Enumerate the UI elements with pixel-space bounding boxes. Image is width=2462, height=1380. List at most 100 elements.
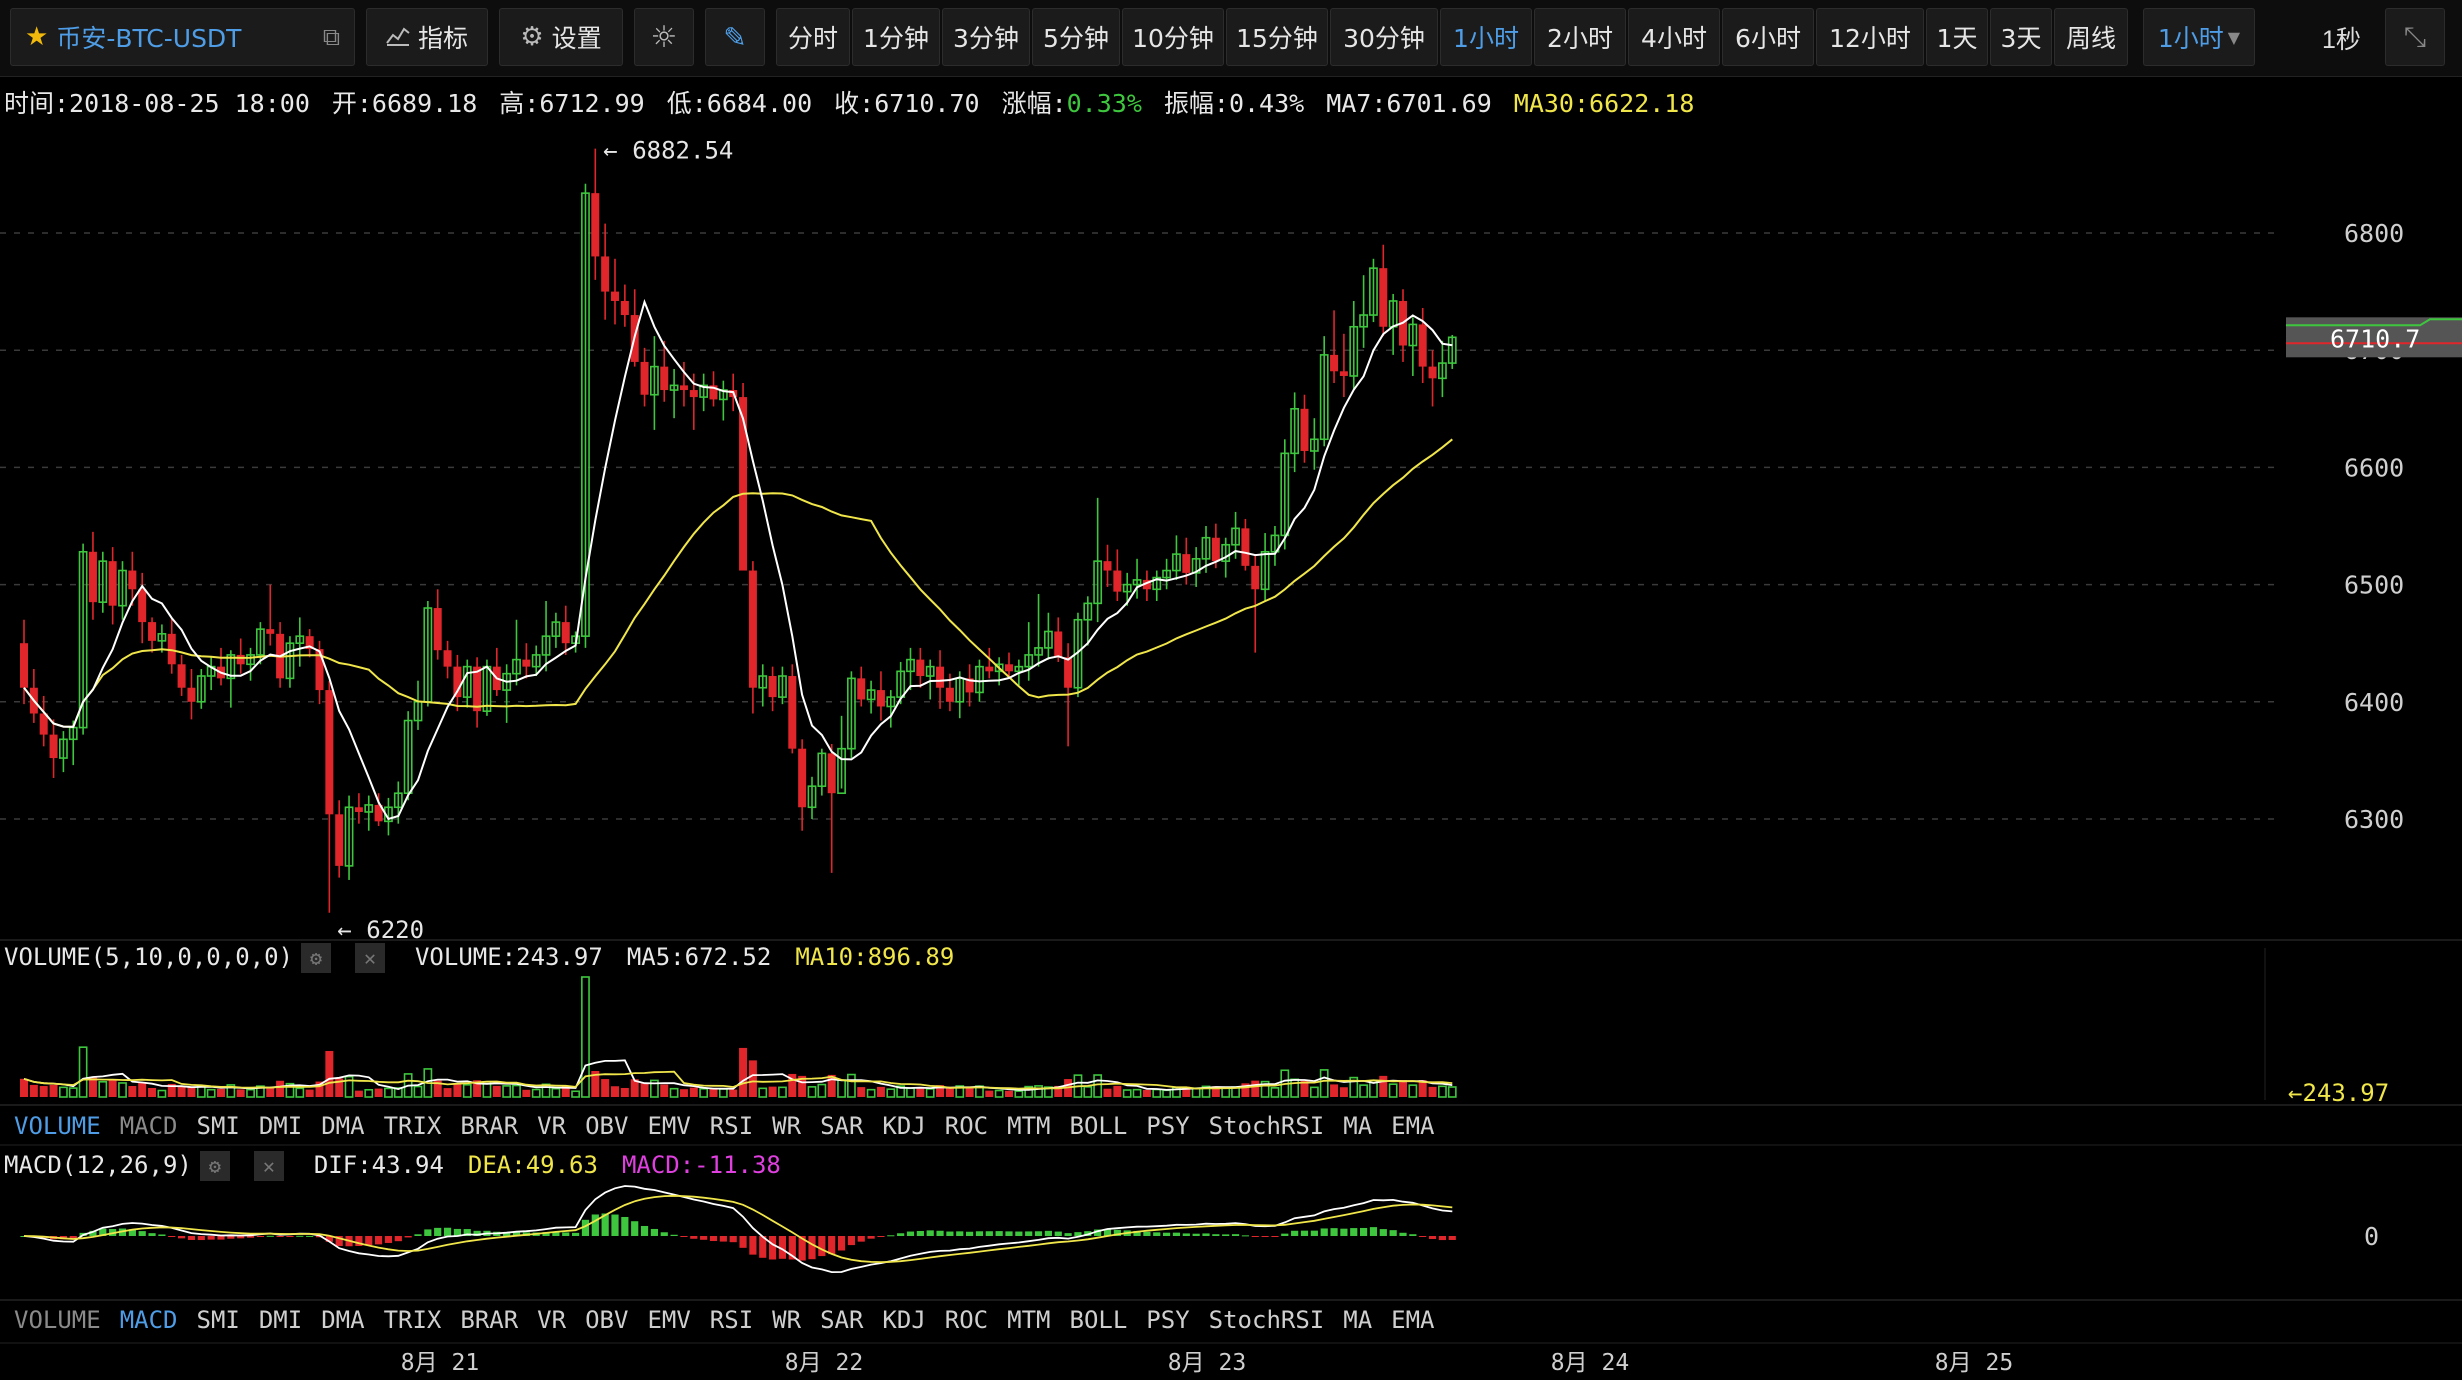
volume-bar [384,1087,393,1098]
volume-bar [325,1050,334,1097]
interval-7[interactable]: 1小时 [1440,8,1532,66]
indicator-tab-ma[interactable]: MA [1343,1306,1373,1334]
macd-bar [985,1231,993,1236]
interval-dropdown[interactable]: 1小时 ▼ [2143,8,2255,66]
interval-4[interactable]: 10分钟 [1122,8,1224,66]
indicator-tab-ema[interactable]: EMA [1391,1306,1435,1334]
y-tick-0: 6300 [2344,805,2404,834]
indicator-tab-ema[interactable]: EMA [1391,1112,1435,1140]
theme-toggle-button[interactable]: ☼ [634,8,694,66]
interval-11[interactable]: 12小时 [1816,8,1924,66]
volume-bar [108,1079,117,1097]
macd-bar [837,1236,846,1251]
indicator-tab-smi[interactable]: SMI [196,1306,240,1334]
symbol-selector[interactable]: ★ 币安-BTC-USDT ⧉ [10,8,355,66]
indicator-tab-smi[interactable]: SMI [196,1112,240,1140]
interval-9[interactable]: 4小时 [1628,8,1720,66]
candle-body [196,675,206,703]
interval-0[interactable]: 分时 [776,8,850,66]
interval-8[interactable]: 2小时 [1534,8,1626,66]
indicator-tab-mtm[interactable]: MTM [1007,1112,1051,1140]
volume-bar [709,1088,718,1097]
indicator-tab-dma[interactable]: DMA [321,1112,365,1140]
macd-bar [1015,1231,1023,1236]
interval-6[interactable]: 30分钟 [1330,8,1438,66]
interval-1[interactable]: 1分钟 [852,8,940,66]
indicator-tab-obv[interactable]: OBV [585,1112,629,1140]
indicator-tab-stochrsi[interactable]: StochRSI [1208,1306,1325,1334]
indicator-tab-dmi[interactable]: DMI [258,1306,303,1334]
indicator-tab-brar[interactable]: BRAR [460,1306,519,1334]
macd-settings-icon[interactable]: ⚙ [199,1151,230,1181]
macd-bar [769,1236,777,1260]
volume-settings-icon[interactable]: ⚙ [300,943,331,973]
indicator-tab-kdj[interactable]: KDJ [882,1306,926,1334]
indicator-tab-dma[interactable]: DMA [321,1306,365,1334]
volume-bar [335,1078,344,1097]
indicator-tab-macd[interactable]: MACD [119,1112,178,1140]
refresh-interval-label[interactable]: 1秒 [2322,26,2361,54]
candle-body [1399,300,1407,346]
interval-5[interactable]: 15分钟 [1226,8,1328,66]
indicator-tab-roc[interactable]: ROC [944,1306,989,1334]
fullscreen-button[interactable]: ⤡ [2385,8,2445,66]
indicator-tab-wr[interactable]: WR [772,1112,802,1140]
macd-bar [1064,1233,1072,1236]
volume-close-icon[interactable]: ✕ [354,943,385,973]
interval-3[interactable]: 5分钟 [1032,8,1120,66]
interval-14[interactable]: 周线 [2054,8,2128,66]
volume-bar [1309,1086,1319,1098]
indicator-tab-vr[interactable]: VR [537,1112,567,1140]
macd-bar [680,1236,688,1237]
volume-bar [788,1073,797,1097]
macd-bar [158,1234,166,1236]
interval-2[interactable]: 3分钟 [942,8,1030,66]
indicator-tab-roc[interactable]: ROC [944,1112,989,1140]
indicator-tab-boll[interactable]: BOLL [1069,1112,1128,1140]
indicator-tab-macd[interactable]: MACD [119,1306,178,1334]
macd-bar [473,1230,481,1236]
macd-close-icon[interactable]: ✕ [253,1151,284,1181]
indicator-tab-dmi[interactable]: DMI [258,1112,303,1140]
macd-bar [591,1214,599,1236]
indicator-tab-vr[interactable]: VR [537,1306,567,1334]
indicator-tab-rsi[interactable]: RSI [709,1306,754,1334]
macd-bar [443,1227,452,1236]
volume-bar [39,1086,48,1097]
indicator-tab-volume[interactable]: VOLUME [14,1306,101,1334]
indicator-tab-mtm[interactable]: MTM [1007,1306,1051,1334]
candle-body [1379,268,1388,327]
volume-bar [1428,1086,1437,1097]
indicator-tab-boll[interactable]: BOLL [1069,1306,1128,1334]
indicator-tab-sar[interactable]: SAR [820,1112,864,1140]
macd-bar [483,1230,491,1236]
indicator-tab-sar[interactable]: SAR [820,1306,864,1334]
indicator-tab-trix[interactable]: TRIX [383,1112,442,1140]
popout-icon[interactable]: ⧉ [322,23,340,51]
macd-bar [118,1228,127,1236]
indicator-tab-psy[interactable]: PSY [1146,1306,1190,1334]
star-icon[interactable]: ★ [25,22,49,52]
indicator-tab-kdj[interactable]: KDJ [882,1112,926,1140]
interval-12[interactable]: 1天 [1926,8,1988,66]
indicator-tab-psy[interactable]: PSY [1146,1112,1190,1140]
indicator-tab-trix[interactable]: TRIX [383,1306,442,1334]
settings-button[interactable]: ⚙ 设置 [499,8,623,66]
indicator-tab-stochrsi[interactable]: StochRSI [1208,1112,1325,1140]
volume-bar [98,1081,108,1098]
indicator-tab-rsi[interactable]: RSI [709,1112,754,1140]
indicator-tab-emv[interactable]: EMV [647,1306,691,1334]
indicator-tab-brar[interactable]: BRAR [460,1112,519,1140]
indicator-tab-obv[interactable]: OBV [585,1306,629,1334]
indicator-tab-wr[interactable]: WR [772,1306,802,1334]
indicator-tab-ma[interactable]: MA [1343,1112,1373,1140]
drawing-tool-button[interactable]: ✎ [705,8,765,66]
indicator-tab-emv[interactable]: EMV [647,1112,691,1140]
interval-10[interactable]: 6小时 [1722,8,1814,66]
settings-label: 设置 [551,24,602,53]
macd-bar [49,1236,58,1240]
indicator-tab-volume[interactable]: VOLUME [14,1112,101,1140]
indicators-button[interactable]: 指标 [366,8,488,66]
info-change-value: 0.33% [1066,89,1142,118]
interval-13[interactable]: 3天 [1990,8,2052,66]
